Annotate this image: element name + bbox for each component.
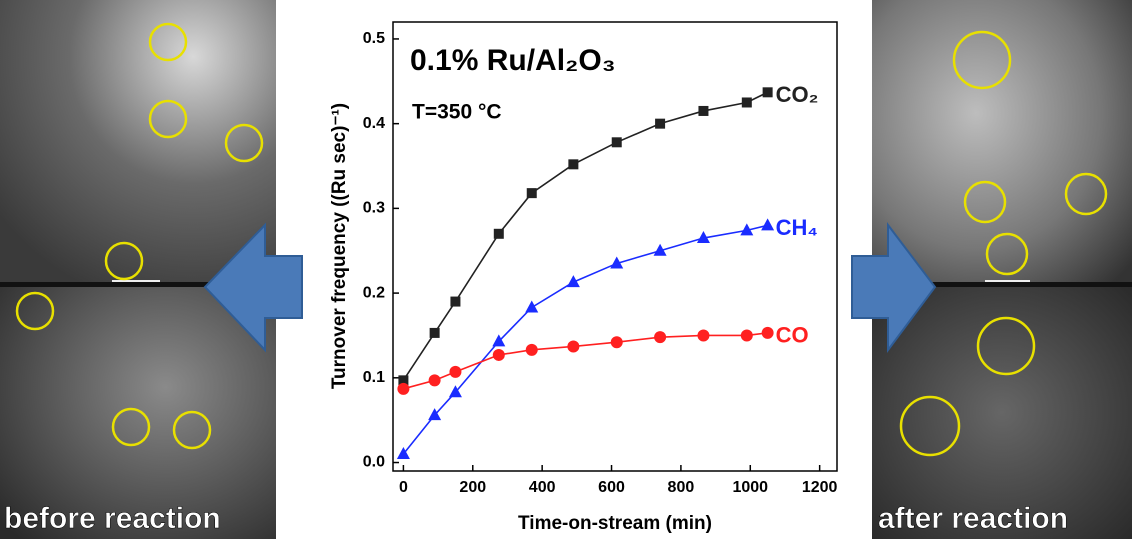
x-tick-label: 600	[598, 479, 625, 496]
marker	[430, 328, 440, 338]
x-axis-label: Time-on-stream (min)	[518, 513, 712, 534]
tem-image	[0, 0, 276, 283]
y-tick-label: 0.1	[363, 369, 385, 386]
x-tick-label: 400	[529, 479, 556, 496]
marker	[568, 159, 578, 169]
marker	[397, 383, 409, 395]
y-tick-label: 0.0	[363, 454, 385, 471]
marker	[611, 336, 623, 348]
y-axis-label: Turnover frequency ((Ru sec)⁻¹)	[329, 103, 350, 389]
series-line	[403, 225, 767, 454]
annotation: 0.1% Ru/Al₂O₃	[410, 44, 616, 77]
marker	[763, 87, 773, 97]
x-tick-label: 800	[668, 479, 695, 496]
marker	[697, 329, 709, 341]
x-tick-label: 1000	[732, 479, 768, 496]
annotation: T=350 °C	[412, 101, 502, 124]
marker	[698, 106, 708, 116]
x-tick-label: 0	[399, 479, 408, 496]
marker	[761, 218, 774, 230]
marker	[741, 329, 753, 341]
figure: before reaction after reaction 0.1% Ru/A…	[0, 0, 1132, 539]
y-tick-label: 0.2	[363, 284, 385, 301]
marker	[567, 340, 579, 352]
legend-label: CO₂	[776, 82, 819, 107]
x-tick-label: 1200	[802, 479, 838, 496]
x-tick-label: 200	[459, 479, 486, 496]
legend-label: CO	[776, 323, 809, 348]
marker	[612, 137, 622, 147]
tem-image	[872, 0, 1132, 283]
legend-label: CH₄	[776, 215, 818, 240]
marker	[525, 300, 538, 312]
marker	[449, 366, 461, 378]
marker	[527, 188, 537, 198]
marker	[429, 374, 441, 386]
y-tick-label: 0.5	[363, 30, 385, 47]
image-label: after reaction	[878, 502, 1068, 535]
page: {"chart_data": {"type": "line", "annotat…	[0, 0, 1132, 539]
series-line	[403, 333, 767, 389]
image-label: before reaction	[4, 502, 221, 535]
marker	[450, 297, 460, 307]
y-tick-label: 0.4	[363, 115, 385, 132]
y-tick-label: 0.3	[363, 200, 385, 217]
marker	[742, 97, 752, 107]
marker	[654, 331, 666, 343]
marker	[493, 349, 505, 361]
marker	[494, 229, 504, 239]
marker	[526, 344, 538, 356]
marker	[567, 275, 580, 287]
marker	[762, 327, 774, 339]
marker	[655, 119, 665, 129]
